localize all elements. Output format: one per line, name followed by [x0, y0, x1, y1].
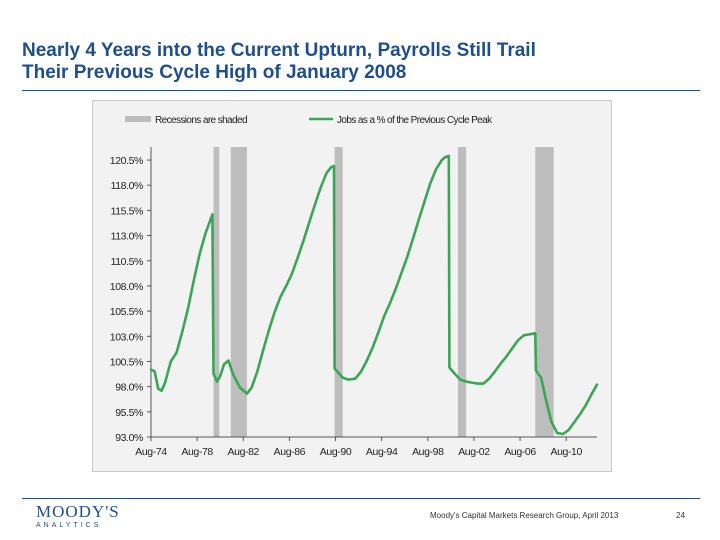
recession-band: [230, 147, 247, 437]
y-tick-label: 105.5%: [110, 306, 143, 318]
logo-subtext: ANALYTICS: [36, 522, 102, 529]
x-tick-label: Aug-86: [274, 446, 306, 458]
recession-shading: [213, 147, 554, 437]
y-tick-label: 98.0%: [115, 382, 143, 394]
series-layer: [149, 154, 599, 436]
axes: 93.0% 95.5% 98.0% 100.5% 103.0% 105.5% 108.0% 1…: [110, 147, 597, 458]
logo-wordmark: MOODY'S: [36, 502, 120, 521]
x-tick-label: Aug-90: [320, 446, 352, 458]
x-tick-label: Aug-74: [135, 446, 167, 458]
x-tick-label: Aug-98: [412, 446, 444, 458]
series-line: [149, 154, 599, 436]
x-tick-label: Aug-06: [504, 446, 536, 458]
chart-panel: Recessions are shaded Jobs as a % of the…: [92, 100, 612, 472]
x-tick-label: Aug-82: [228, 446, 260, 458]
y-tick-label: 108.0%: [110, 281, 143, 293]
y-tick-label: 115.5%: [111, 205, 143, 217]
y-tick-label: 110.5%: [111, 256, 143, 268]
y-tick-label: 100.5%: [110, 356, 143, 368]
recession-band: [458, 147, 467, 437]
y-tick-label: 103.0%: [110, 331, 143, 343]
y-tick-label: 93.0%: [115, 432, 143, 444]
slide-title: Nearly 4 Years into the Current Upturn, …: [22, 40, 702, 84]
x-tick-label: Aug-02: [458, 446, 490, 458]
y-tick-label: 118.0%: [111, 180, 143, 192]
legend: Recessions are shaded Jobs as a % of the…: [125, 115, 494, 126]
slide-title-line-2: Their Previous Cycle High of January 200…: [22, 62, 407, 83]
x-tick-label: Aug-78: [181, 446, 213, 458]
moodys-analytics-logo: MOODY'S ANALYTICS: [36, 503, 120, 531]
x-tick-label: Aug-10: [550, 446, 582, 458]
source-note: Moody's Capital Markets Research Group, …: [430, 511, 619, 520]
y-tick-label: 120.5%: [110, 155, 143, 167]
legend-series-label: Jobs as a % of the Previous Cycle Peak: [337, 115, 493, 126]
line-chart: Recessions are shaded Jobs as a % of the…: [110, 115, 599, 458]
x-tick-label: Aug-94: [366, 446, 398, 458]
slide-title-line-1: Nearly 4 Years into the Current Upturn, …: [22, 40, 536, 61]
page-number: 24: [676, 511, 685, 520]
y-tick-label: 95.5%: [115, 407, 143, 419]
recession-band: [213, 147, 220, 437]
recession-band: [535, 147, 554, 437]
recession-band: [334, 147, 343, 437]
legend-recession-label: Recessions are shaded: [155, 115, 247, 126]
footer-divider: [22, 498, 700, 499]
legend-recession-swatch: [125, 116, 151, 122]
title-divider: [22, 90, 700, 91]
y-tick-label: 113.0%: [111, 231, 143, 243]
